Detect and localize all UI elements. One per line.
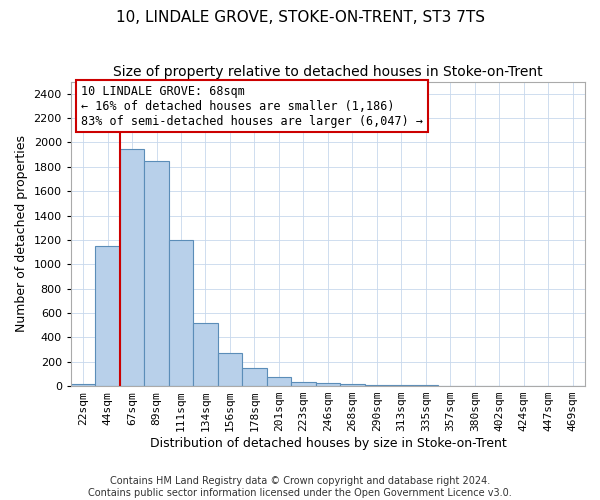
- Bar: [242, 368, 267, 386]
- Bar: [95, 246, 120, 386]
- Bar: [218, 353, 242, 386]
- Text: Contains HM Land Registry data © Crown copyright and database right 2024.
Contai: Contains HM Land Registry data © Crown c…: [88, 476, 512, 498]
- Title: Size of property relative to detached houses in Stoke-on-Trent: Size of property relative to detached ho…: [113, 65, 543, 79]
- Bar: [193, 322, 218, 386]
- Bar: [365, 384, 389, 386]
- X-axis label: Distribution of detached houses by size in Stoke-on-Trent: Distribution of detached houses by size …: [149, 437, 506, 450]
- Bar: [291, 382, 316, 386]
- Text: 10, LINDALE GROVE, STOKE-ON-TRENT, ST3 7TS: 10, LINDALE GROVE, STOKE-ON-TRENT, ST3 7…: [115, 10, 485, 25]
- Bar: [120, 148, 144, 386]
- Bar: [71, 384, 95, 386]
- Bar: [144, 160, 169, 386]
- Bar: [316, 383, 340, 386]
- Bar: [389, 385, 413, 386]
- Bar: [169, 240, 193, 386]
- Bar: [267, 377, 291, 386]
- Y-axis label: Number of detached properties: Number of detached properties: [15, 136, 28, 332]
- Bar: [340, 384, 365, 386]
- Text: 10 LINDALE GROVE: 68sqm
← 16% of detached houses are smaller (1,186)
83% of semi: 10 LINDALE GROVE: 68sqm ← 16% of detache…: [81, 84, 423, 128]
